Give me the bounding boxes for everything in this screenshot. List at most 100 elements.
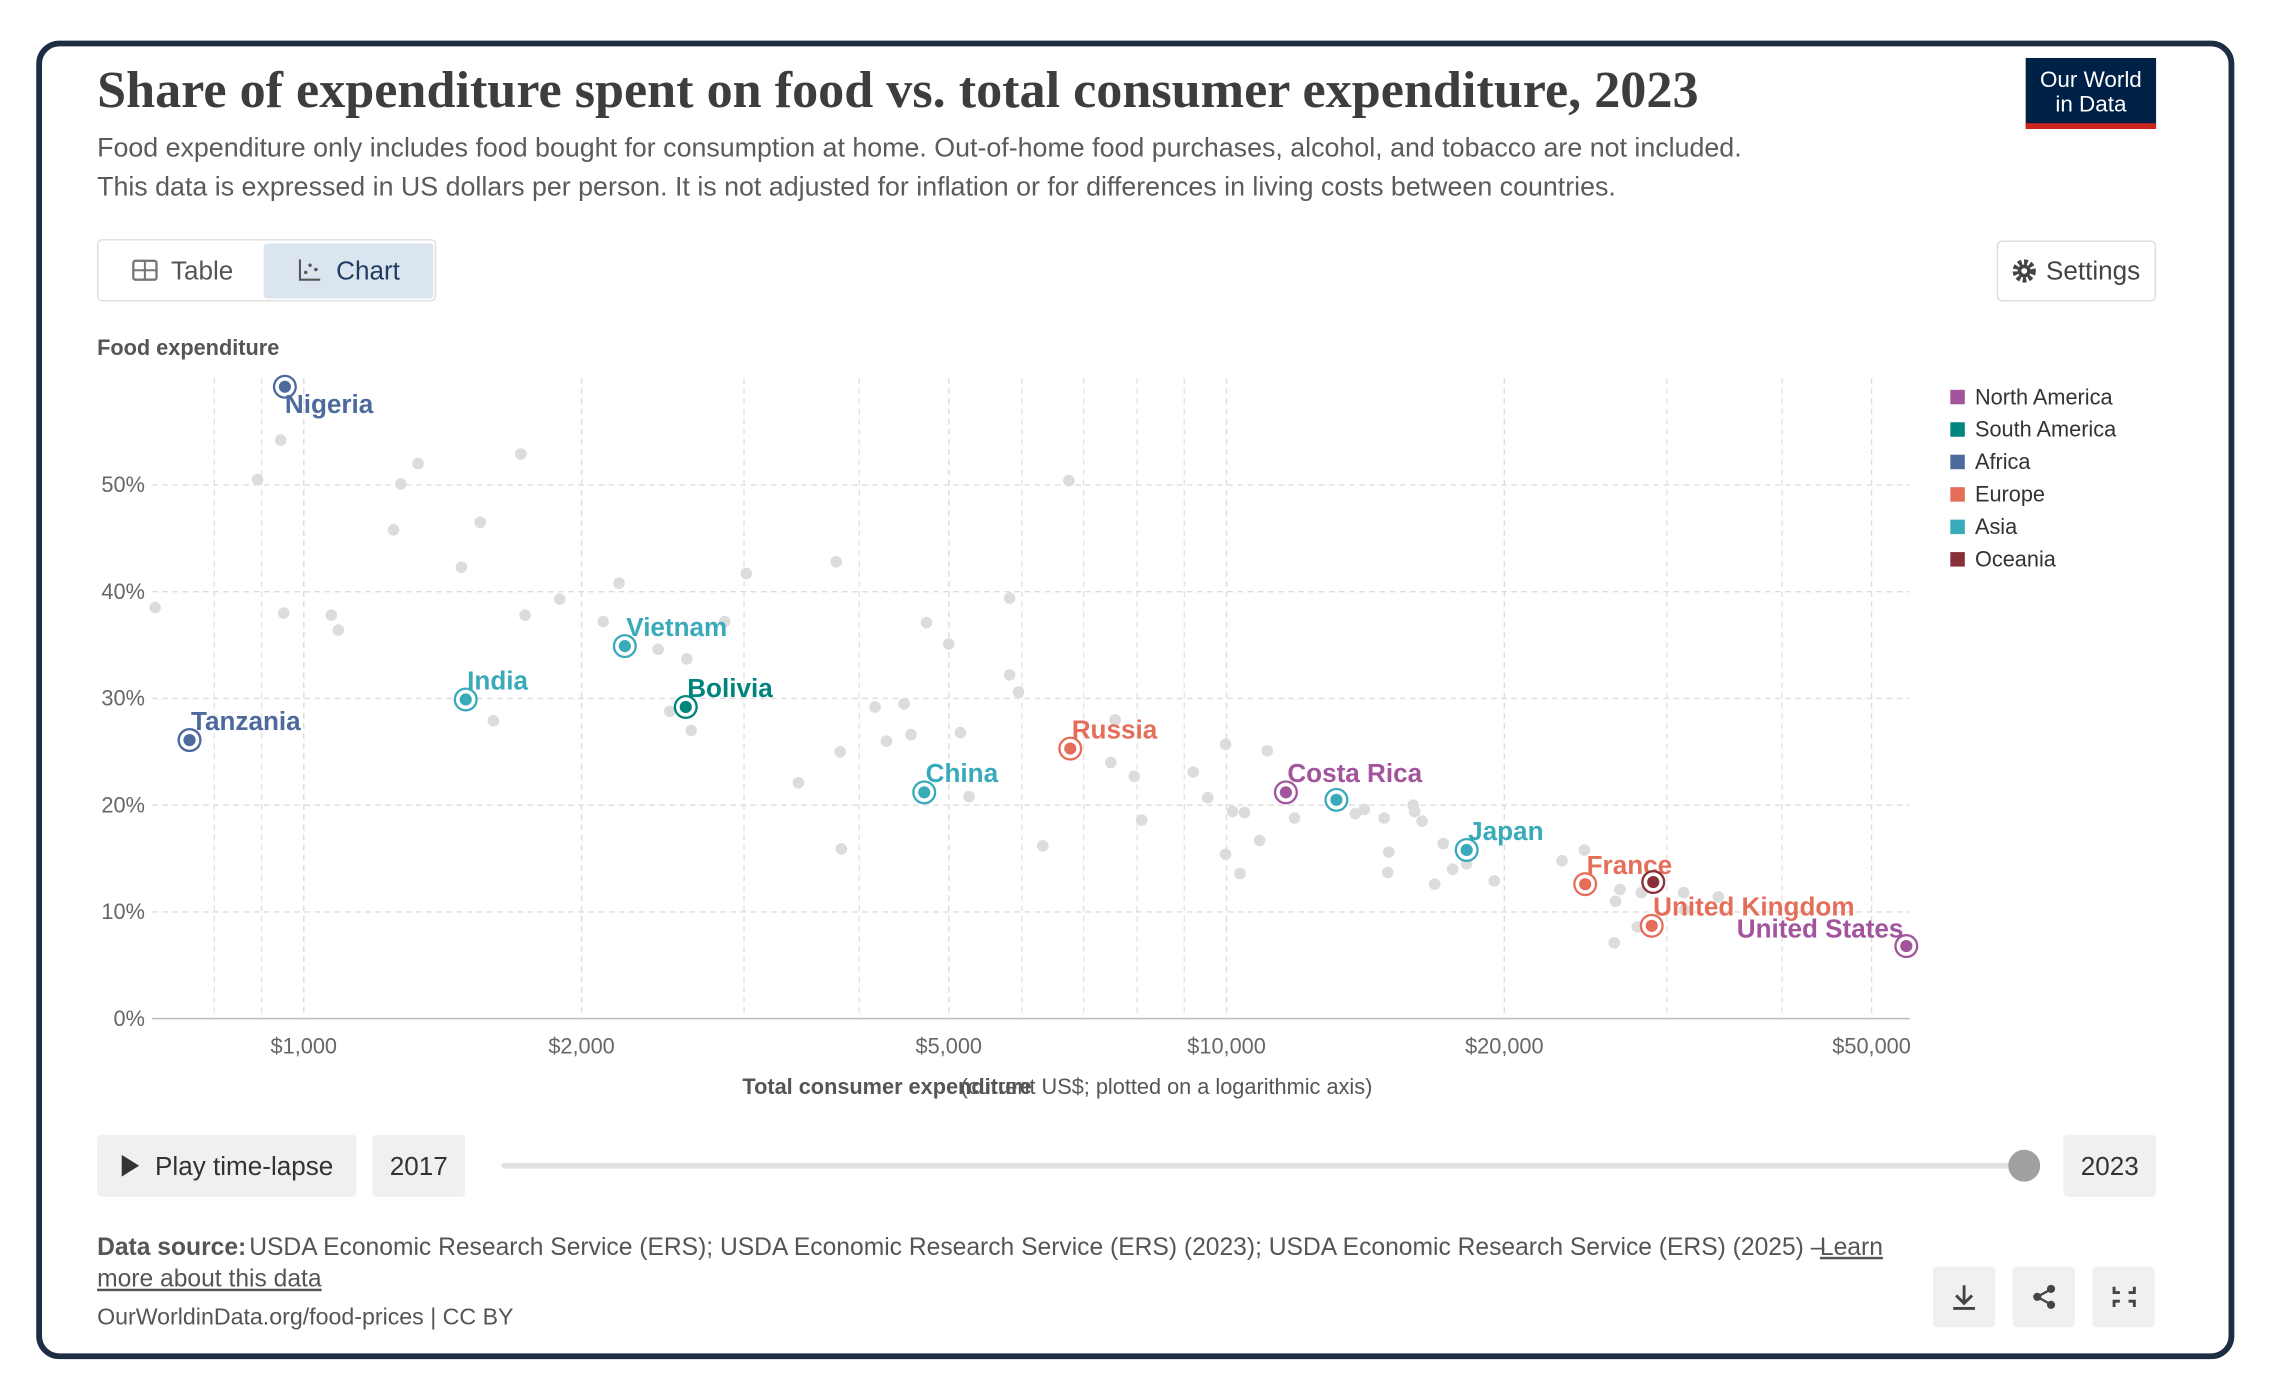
source-link[interactable]: Learn	[1820, 1234, 1883, 1261]
legend-label: Africa	[1975, 449, 2031, 474]
logo[interactable]: Our World in Data	[2025, 57, 2157, 129]
background-point	[880, 735, 893, 747]
end-year: 2023	[2081, 1151, 2139, 1181]
background-point	[835, 843, 848, 855]
background-point	[332, 624, 345, 636]
tab-label: Chart	[336, 256, 401, 286]
logo-text: Our World	[2040, 67, 2142, 92]
logo-bar	[2025, 123, 2157, 129]
background-point	[718, 615, 731, 628]
table-tab[interactable]: Table	[132, 256, 233, 286]
button-label: Settings	[2046, 256, 2140, 286]
download-icon	[1953, 1285, 1975, 1310]
timeline-knob[interactable]	[2008, 1149, 2041, 1182]
chart-title: Share of expenditure spent on food vs. t…	[97, 62, 1698, 119]
x-tick-label: $1,000	[271, 1033, 337, 1058]
settings-button[interactable]: Settings	[1996, 240, 2157, 302]
background-point	[963, 790, 975, 803]
legend-swatch	[1950, 389, 1965, 405]
background-point	[1609, 895, 1622, 908]
legend-label: Asia	[1975, 514, 2018, 539]
background-point	[597, 615, 609, 628]
background-point	[1614, 883, 1626, 896]
background-point	[553, 593, 566, 605]
background-point	[1253, 834, 1266, 847]
share-button[interactable]	[2012, 1266, 2075, 1328]
source-link[interactable]: more about this data	[97, 1266, 322, 1293]
background-point	[1556, 854, 1568, 867]
background-point	[1381, 866, 1394, 879]
legend-swatch	[1950, 519, 1965, 535]
point	[1330, 793, 1343, 806]
point-label: United Kingdom	[1653, 892, 1854, 922]
chart-icon	[308, 263, 312, 267]
chart-icon	[314, 267, 318, 272]
background-point	[954, 726, 967, 739]
y-tick-label: 30%	[101, 686, 144, 711]
point-label: Tanzania	[191, 706, 301, 736]
y-tick-label: 10%	[101, 899, 144, 924]
point	[618, 640, 631, 653]
background-point	[685, 724, 697, 737]
legend-label: South America	[1975, 417, 2117, 442]
background-point	[515, 448, 527, 460]
background-point	[274, 434, 287, 446]
chart-tab[interactable]: Chart	[263, 243, 434, 299]
gear-icon	[2012, 259, 2036, 283]
point-label: Bolivia	[687, 673, 773, 703]
download-button[interactable]	[1932, 1266, 1996, 1328]
x-tick-label: $5,000	[916, 1033, 982, 1058]
background-point	[1261, 744, 1274, 757]
point-label: India	[467, 665, 528, 695]
year-box	[372, 1134, 466, 1197]
x-tick-label: $50,000	[1832, 1033, 1911, 1058]
play-button[interactable]: Play time-lapse	[97, 1134, 357, 1197]
background-point	[387, 523, 400, 536]
background-point	[834, 746, 846, 758]
fullscreen-button[interactable]	[2092, 1266, 2155, 1328]
point	[1900, 939, 1913, 953]
x-axis-note: (current US$; plotted on a logarithmic a…	[961, 1074, 1373, 1099]
footer: OurWorldinData.org/food-prices | CC BY	[97, 1303, 513, 1329]
background-point	[277, 607, 290, 619]
subtitle: Food expenditure only includes food boug…	[97, 133, 1742, 163]
background-point	[652, 643, 664, 656]
background-point	[1201, 791, 1214, 804]
share-icon	[2046, 1300, 2056, 1309]
button-bg	[2012, 1266, 2075, 1328]
source-text: USDA Economic Research Service (ERS); US…	[249, 1234, 1824, 1261]
background-point	[474, 516, 486, 529]
background-point	[1408, 805, 1421, 818]
legend-label: Oceania	[1975, 547, 2057, 572]
x-tick-label: $10,000	[1187, 1033, 1266, 1058]
table-icon	[133, 260, 157, 280]
background-point	[1187, 766, 1200, 778]
y-tick-label: 0%	[114, 1006, 145, 1031]
share-icon	[2033, 1292, 2042, 1301]
x-tick-label: $2,000	[548, 1033, 614, 1058]
legend-swatch	[1950, 552, 1965, 567]
background-point	[613, 577, 625, 589]
logo-box	[2025, 57, 2157, 129]
background-point	[251, 473, 264, 486]
share-icon	[2046, 1284, 2056, 1293]
tab-bg	[263, 243, 434, 299]
x-axis-label: Total consumer expenditure	[742, 1074, 1031, 1099]
x-tick-label: $20,000	[1465, 1033, 1544, 1058]
background-point	[792, 776, 805, 789]
background-point	[325, 609, 338, 621]
background-point	[395, 478, 407, 490]
background-point	[1012, 686, 1025, 698]
point	[1279, 786, 1292, 799]
background-point	[942, 638, 955, 650]
background-point	[1003, 669, 1016, 681]
subtitle: This data is expressed in US dollars per…	[97, 172, 1616, 202]
background-point	[1446, 863, 1459, 876]
point	[278, 380, 291, 393]
point-label: Costa Rica	[1287, 758, 1422, 788]
background-point	[519, 609, 531, 621]
legend-swatch	[1950, 454, 1965, 470]
legend-swatch	[1950, 422, 1965, 437]
start-year: 2017	[390, 1151, 448, 1181]
